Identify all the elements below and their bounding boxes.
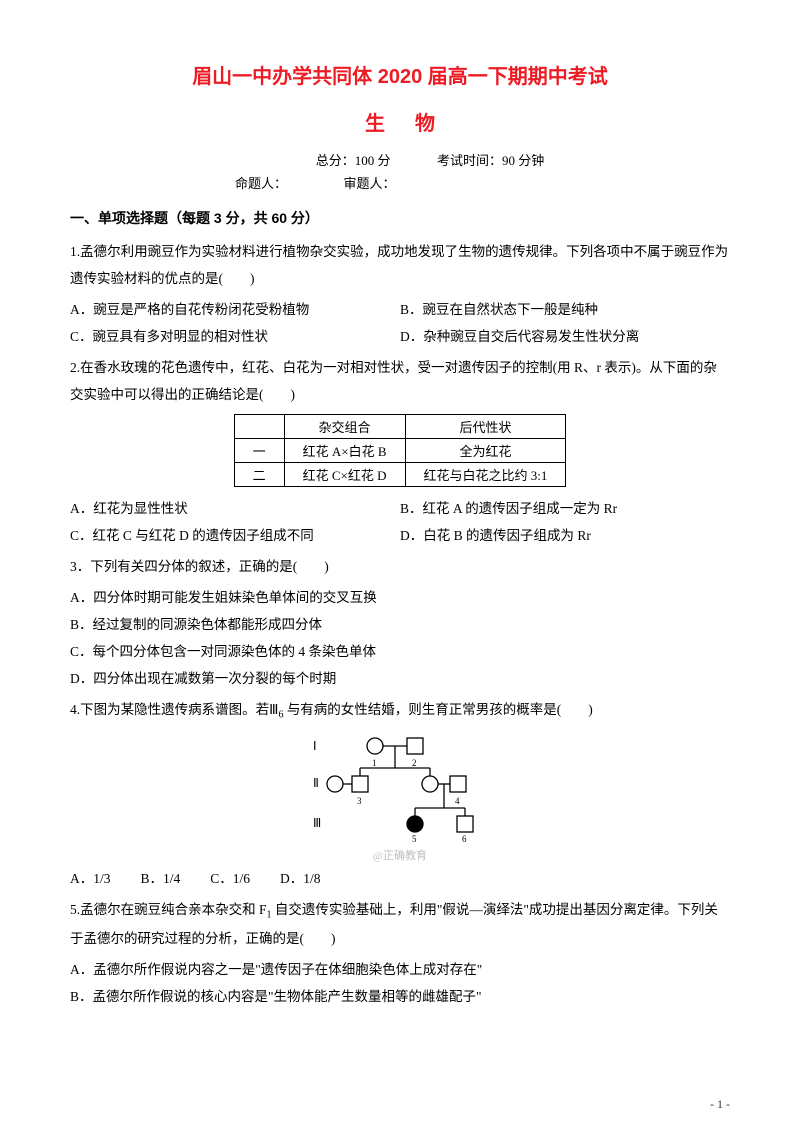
- q3-opt-c: C．每个四分体包含一对同源染色体的 4 条染色单体: [70, 638, 730, 665]
- ind-square: [450, 776, 466, 792]
- q2-opt-d: D．白花 B 的遗传因子组成为 Rr: [400, 522, 730, 549]
- q1-opt-a: A．豌豆是严格的自花传粉闭花受粉植物: [70, 296, 400, 323]
- q4-opt-c: C．1/6: [210, 865, 250, 892]
- page-number: - 1 -: [710, 1097, 730, 1112]
- q4-opt-a: A．1/3: [70, 865, 111, 892]
- th-combo: 杂交组合: [284, 415, 405, 439]
- score-label: 总分：100 分: [316, 150, 391, 169]
- ind-circle: [367, 738, 383, 754]
- ind-square: [457, 816, 473, 832]
- th-blank: [234, 415, 284, 439]
- subject-title: 生物: [70, 107, 730, 136]
- q4-options: A．1/3 B．1/4 C．1/6 D．1/8: [70, 865, 730, 892]
- ind-circle: [327, 776, 343, 792]
- page-container: 眉山一中办学共同体 2020 届高一下期期中考试 生物 总分：100 分 考试时…: [0, 0, 800, 1132]
- q1-stem: 1.孟德尔利用豌豆作为实验材料进行植物杂交实验，成功地发现了生物的遗传规律。下列…: [70, 238, 730, 292]
- pedigree-diagram: Ⅰ Ⅱ Ⅲ 1 2 3 4: [70, 732, 730, 847]
- section-1-heading: 一、单项选择题（每题 3 分，共 60 分）: [70, 208, 730, 228]
- ind-square: [407, 738, 423, 754]
- q3-opt-d: D．四分体出现在减数第一次分裂的每个时期: [70, 665, 730, 692]
- q1-options: A．豌豆是严格的自花传粉闭花受粉植物 B．豌豆在自然状态下一般是纯种 C．豌豆具…: [70, 296, 730, 350]
- q5-stem-pre: 5.孟德尔在豌豆纯合亲本杂交和 F: [70, 902, 267, 917]
- ind-square: [352, 776, 368, 792]
- gen2-label: Ⅱ: [313, 776, 319, 790]
- q4-opt-d: D．1/8: [280, 865, 321, 892]
- watermark-text: @正确教育: [70, 847, 730, 863]
- ind-label: 4: [455, 796, 460, 806]
- th-trait: 后代性状: [405, 415, 566, 439]
- ind-label: 1: [372, 758, 377, 768]
- q2-table: 杂交组合 后代性状 一 红花 A×白花 B 全为红花 二 红花 C×红花 D 红…: [234, 414, 567, 487]
- table-row: 二 红花 C×红花 D 红花与白花之比约 3:1: [234, 463, 566, 487]
- meta-author: 命题人： 审题人：: [70, 173, 730, 192]
- pedigree-svg: Ⅰ Ⅱ Ⅲ 1 2 3 4: [305, 732, 495, 842]
- q2-opt-c: C．红花 C 与红花 D 的遗传因子组成不同: [70, 522, 400, 549]
- q1-opt-c: C．豌豆具有多对明显的相对性状: [70, 323, 400, 350]
- q2-opt-b: B．红花 A 的遗传因子组成一定为 Rr: [400, 495, 730, 522]
- ind-circle: [422, 776, 438, 792]
- q1-opt-d: D．杂种豌豆自交后代容易发生性状分离: [400, 323, 730, 350]
- td: 二: [234, 463, 284, 487]
- table-row: 一 红花 A×白花 B 全为红花: [234, 439, 566, 463]
- table-row: 杂交组合 后代性状: [234, 415, 566, 439]
- q4-stem-post: 与有病的女性结婚，则生育正常男孩的概率是( ): [283, 702, 592, 717]
- q3-stem: 3．下列有关四分体的叙述，正确的是( ): [70, 553, 730, 580]
- q2-options: A．红花为显性性状 B．红花 A 的遗传因子组成一定为 Rr C．红花 C 与红…: [70, 495, 730, 549]
- q1-opt-b: B．豌豆在自然状态下一般是纯种: [400, 296, 730, 323]
- q4-stem-pre: 4.下图为某隐性遗传病系谱图。若Ⅲ: [70, 702, 278, 717]
- gen1-label: Ⅰ: [313, 739, 317, 753]
- q2-stem: 2.在香水玫瑰的花色遗传中，红花、白花为一对相对性状，受一对遗传因子的控制(用 …: [70, 354, 730, 408]
- meta-score-time: 总分：100 分 考试时间：90 分钟: [70, 150, 730, 169]
- ind-label: 2: [412, 758, 417, 768]
- ind-circle-affected: [407, 816, 423, 832]
- q3-opt-a: A．四分体时期可能发生姐妹染色单体间的交叉互换: [70, 584, 730, 611]
- time-label: 考试时间：90 分钟: [437, 150, 544, 169]
- td: 红花 C×红花 D: [284, 463, 405, 487]
- td: 一: [234, 439, 284, 463]
- q3-opt-b: B．经过复制的同源染色体都能形成四分体: [70, 611, 730, 638]
- td: 全为红花: [405, 439, 566, 463]
- td: 红花 A×白花 B: [284, 439, 405, 463]
- gen3-label: Ⅲ: [313, 816, 321, 830]
- q5-opt-a: A．孟德尔所作假说内容之一是"遗传因子在体细胞染色体上成对存在": [70, 956, 730, 983]
- reviewer-label: 审题人：: [344, 173, 396, 192]
- q4-stem: 4.下图为某隐性遗传病系谱图。若Ⅲ6 与有病的女性结婚，则生育正常男孩的概率是(…: [70, 696, 730, 726]
- q5-opt-b: B．孟德尔所作假说的核心内容是"生物体能产生数量相等的雌雄配子": [70, 983, 730, 1010]
- author-label: 命题人：: [235, 173, 287, 192]
- td: 红花与白花之比约 3:1: [405, 463, 566, 487]
- q2-opt-a: A．红花为显性性状: [70, 495, 400, 522]
- exam-title: 眉山一中办学共同体 2020 届高一下期期中考试: [70, 60, 730, 89]
- ind-label: 5: [412, 834, 417, 842]
- ind-label: 3: [357, 796, 362, 806]
- ind-label: 6: [462, 834, 467, 842]
- q4-opt-b: B．1/4: [141, 865, 181, 892]
- q5-stem: 5.孟德尔在豌豆纯合亲本杂交和 F1 自交遗传实验基础上，利用"假说—演绎法"成…: [70, 896, 730, 953]
